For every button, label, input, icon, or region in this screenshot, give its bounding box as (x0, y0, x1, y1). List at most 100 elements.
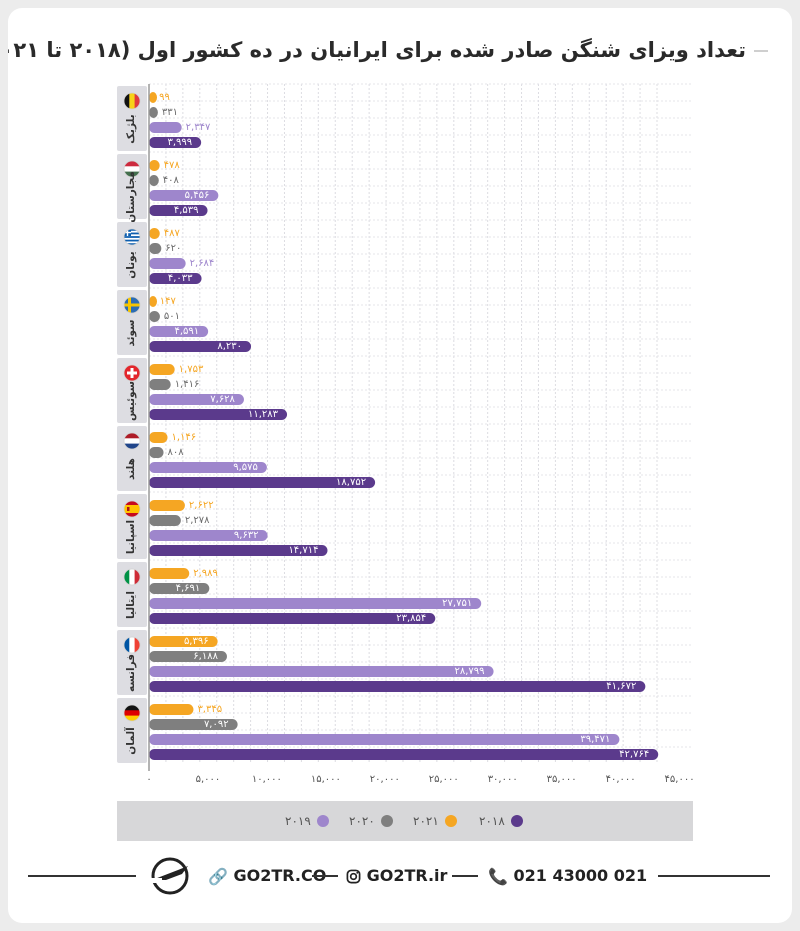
greece-flag (124, 229, 140, 245)
bar-2021 (149, 92, 157, 103)
bar-2021 (149, 228, 160, 239)
belgium-flag (124, 93, 140, 109)
x-tick-label: ۲۰,۰۰۰ (370, 774, 400, 785)
data-label-2020: ۸۰۸ (168, 447, 185, 458)
bar-2018 (149, 681, 646, 692)
legend-swatch-2019 (316, 815, 329, 827)
bar-2021 (149, 568, 190, 579)
france-flag (124, 637, 140, 653)
data-label-2020: ۴۰۸ (163, 175, 180, 186)
bar-2021 (149, 364, 175, 375)
switzerland-flag (124, 365, 140, 381)
data-label-2019: ۲۸,۷۹۹ (455, 666, 485, 677)
x-tick-label: ۲۵,۰۰۰ (429, 774, 459, 785)
data-label-2019: ۲,۶۸۴ (190, 258, 215, 269)
bar-2019 (149, 122, 182, 133)
bar-2021 (149, 636, 218, 647)
data-label-2018: ۴,۰۳۳ (168, 273, 193, 284)
data-label-2018: ۴,۵۳۹ (174, 205, 199, 216)
legend: ۲۰۱۹ ۲۰۲۰ ۲۰۲۱ ۲۰۱۸ (117, 801, 693, 841)
legend-swatch-2021 (444, 815, 457, 827)
footer-phone[interactable]: 📞 021 43000 021 (488, 865, 647, 887)
bar-2019 (149, 326, 209, 337)
bar-2020 (149, 311, 160, 322)
category-label: بلژیک (125, 114, 137, 144)
category-label: فرانسه (125, 654, 137, 692)
x-tick-label: ۳۵,۰۰۰ (547, 774, 577, 785)
bar-2018 (149, 613, 436, 624)
x-tick-label: ۰ (146, 774, 151, 785)
data-label-2020: ۶۲۰ (165, 243, 181, 254)
bar-2021 (149, 160, 160, 171)
category-group: ایتالیا ۲,۹۸۹ ۴,۶۹۱ ۲۷,۷۵۱ ۲۳,۸۵۴ (117, 562, 482, 627)
bar-2018 (149, 749, 659, 760)
spain-flag (124, 501, 140, 517)
data-label-2021: ۹۹ (159, 92, 170, 103)
hungary-flag (124, 161, 140, 177)
bar-2020 (149, 243, 162, 254)
bar-2020 (149, 719, 238, 730)
bar-2021 (149, 704, 194, 715)
bar-2019 (149, 190, 219, 201)
data-label-2018: ۲۳,۸۵۴ (396, 613, 426, 624)
data-label-2021: ۲,۹۸۹ (193, 568, 218, 579)
bar-2020 (149, 379, 171, 390)
footer-website-text: GO2TR.CO (233, 866, 327, 885)
bar-2020 (149, 583, 210, 594)
data-label-2019: ۹,۵۷۵ (233, 462, 258, 473)
data-label-2020: ۶,۱۸۸ (193, 651, 218, 662)
data-label-2021: ۲,۶۲۲ (189, 500, 214, 511)
bar-2018 (149, 545, 328, 556)
data-label-2021: ۵,۳۹۶ (184, 636, 209, 647)
bar-2020 (149, 107, 158, 118)
legend-label-2021: ۲۰۲۱ (413, 814, 439, 828)
category-label: مجارستان (125, 171, 137, 223)
data-label-2020: ۳۳۱ (162, 107, 178, 118)
grid (148, 83, 692, 763)
data-label-2020: ۴,۶۹۱ (176, 583, 201, 594)
bar-2018 (149, 273, 202, 284)
bar-chart: بلژیک ۹۹ ۳۳۱ ۲,۳۴۷ ۳,۹۹۹ مجارستان ۴۷۸ ۴۰۸ ۵,۴۵۶ ۴… (117, 83, 695, 785)
footer-website[interactable]: 🔗 GO2TR.CO (208, 865, 326, 887)
data-label-2021: ۳,۳۴۵ (197, 704, 222, 715)
data-label-2018: ۸,۲۳۰ (217, 341, 242, 352)
data-label-2019: ۲,۳۴۷ (186, 122, 211, 133)
italy-flag (124, 569, 140, 585)
category-group: فرانسه ۵,۳۹۶ ۶,۱۸۸ ۲۸,۷۹۹ ۴۱,۶۷۲ (117, 630, 646, 695)
data-label-2018: ۴۱,۶۷۲ (606, 681, 636, 692)
legend-item-2021: ۲۰۲۱ (413, 813, 457, 829)
bar-2021 (149, 432, 168, 443)
legend-item-2020: ۲۰۲۰ (349, 813, 393, 829)
bar-2019 (149, 258, 186, 269)
data-label-2018: ۳,۹۹۹ (167, 137, 192, 148)
legend-item-2018: ۲۰۱۸ (479, 813, 523, 829)
x-tick-label: ۵,۰۰۰ (196, 774, 221, 785)
legend-label-2020: ۲۰۲۰ (349, 814, 375, 828)
bar-2019 (149, 462, 267, 473)
bar-2018 (149, 137, 202, 148)
x-tick-label: ۴۰,۰۰۰ (606, 774, 636, 785)
data-label-2019: ۲۷,۷۵۱ (442, 598, 472, 609)
x-axis: ۰ ۵,۰۰۰ ۱۰,۰۰۰ ۱۵,۰۰۰ ۲۰,۰۰۰ ۲۵,۰۰۰ ۳۰,۰۰۰ ۳۵,۰… (146, 774, 694, 785)
bar-2018 (149, 205, 208, 216)
data-label-2019: ۳۹,۴۷۱ (580, 734, 610, 745)
footer-instagram-text: GO2TR.ir (366, 866, 448, 885)
data-label-2020: ۱,۴۱۶ (175, 379, 200, 390)
go2tr-logo (148, 857, 189, 895)
data-label-2020: ۷,۰۹۲ (204, 719, 229, 730)
bar-2021 (149, 500, 185, 511)
bar-2020 (149, 447, 164, 458)
x-tick-label: ۴۵,۰۰۰ (665, 774, 695, 785)
footer: 🔗 GO2TR.CO GO2TR.ir 📞 021 43000 021 (8, 851, 792, 901)
legend-swatch-2018 (510, 815, 523, 827)
footer-instagram[interactable]: GO2TR.ir (346, 865, 447, 887)
category-group: سوئیس ۱,۷۵۳ ۱,۴۱۶ ۷,۶۲۸ ۱۱,۲۸۳ (117, 358, 288, 423)
netherlands-flag (124, 433, 140, 449)
data-label-2019: ۵,۴۵۶ (185, 190, 210, 201)
category-group: آلمان ۳,۳۴۵ ۷,۰۹۲ ۳۹,۴۷۱ ۴۲,۷۶۴ (117, 698, 659, 763)
link-icon: 🔗 (208, 866, 228, 886)
data-label-2021: ۴۸۷ (164, 228, 181, 239)
footer-separator-1 (312, 875, 338, 877)
category-group: یونان ۴۸۷ ۶۲۰ ۲,۶۸۴ ۴,۰۳۳ (117, 222, 214, 287)
footer-rule-left (28, 875, 136, 877)
